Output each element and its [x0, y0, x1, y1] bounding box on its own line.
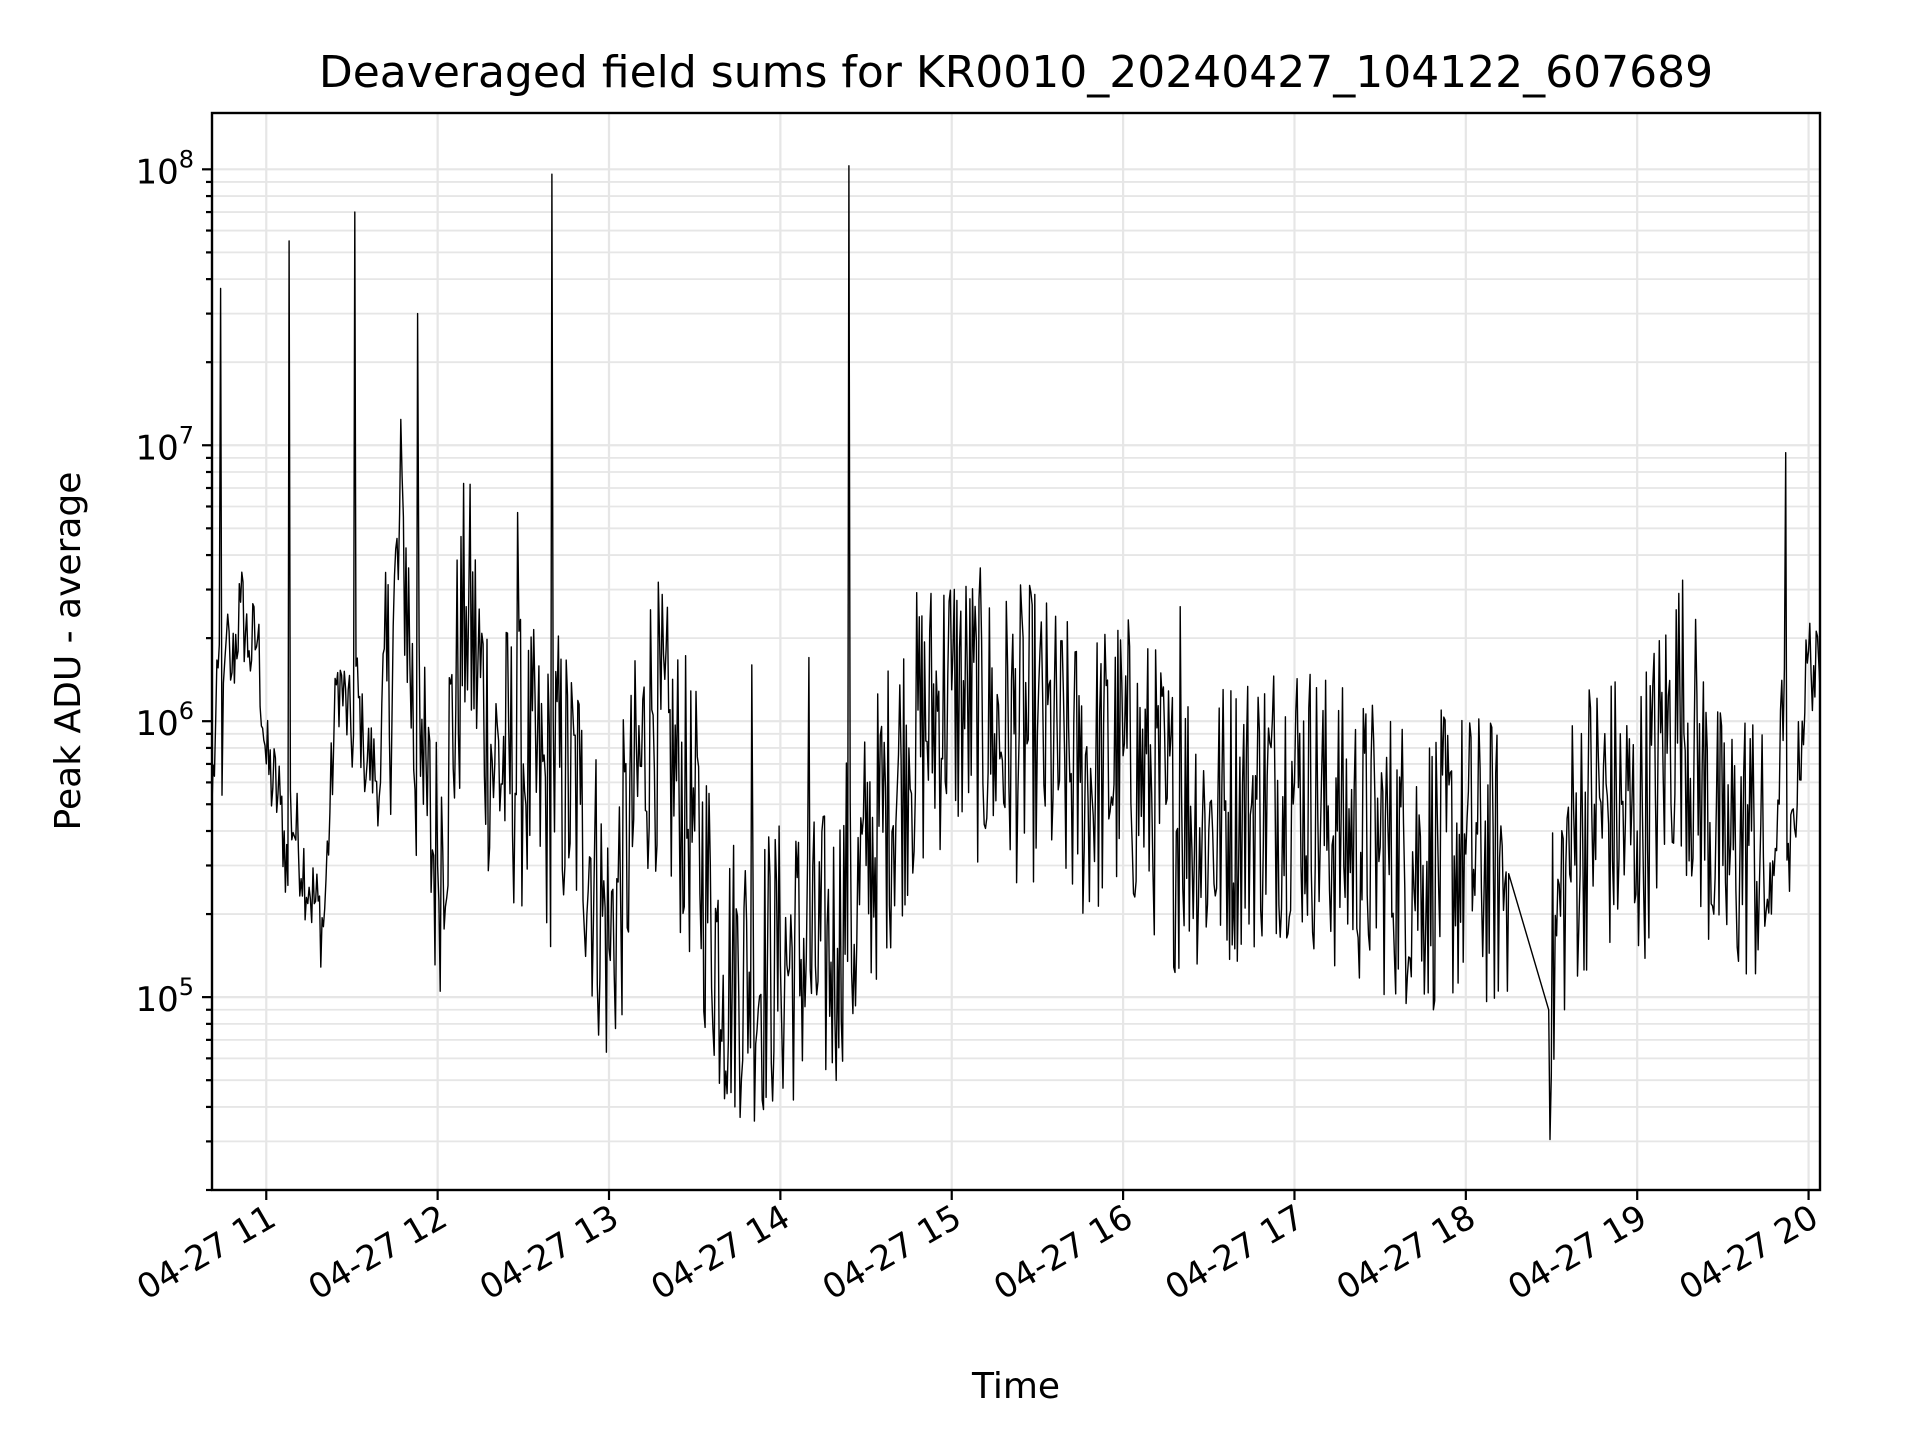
y-tick-label: 108 — [135, 145, 194, 192]
plot-frame — [210, 111, 1822, 1192]
y-tick-label: 105 — [135, 973, 194, 1020]
x-axis-label: Time — [971, 1366, 1060, 1407]
series-line — [211, 165, 1821, 1141]
y-tick-label: 106 — [135, 697, 194, 744]
y-axis-ticks: 105 106 107 108 — [135, 145, 212, 1192]
series-layer — [211, 165, 1821, 1141]
y-axis-label: Peak ADU - average — [48, 472, 89, 831]
y-tick-label: 107 — [135, 421, 194, 468]
chart-title: Deaveraged field sums for KR0010_2024042… — [319, 47, 1713, 98]
